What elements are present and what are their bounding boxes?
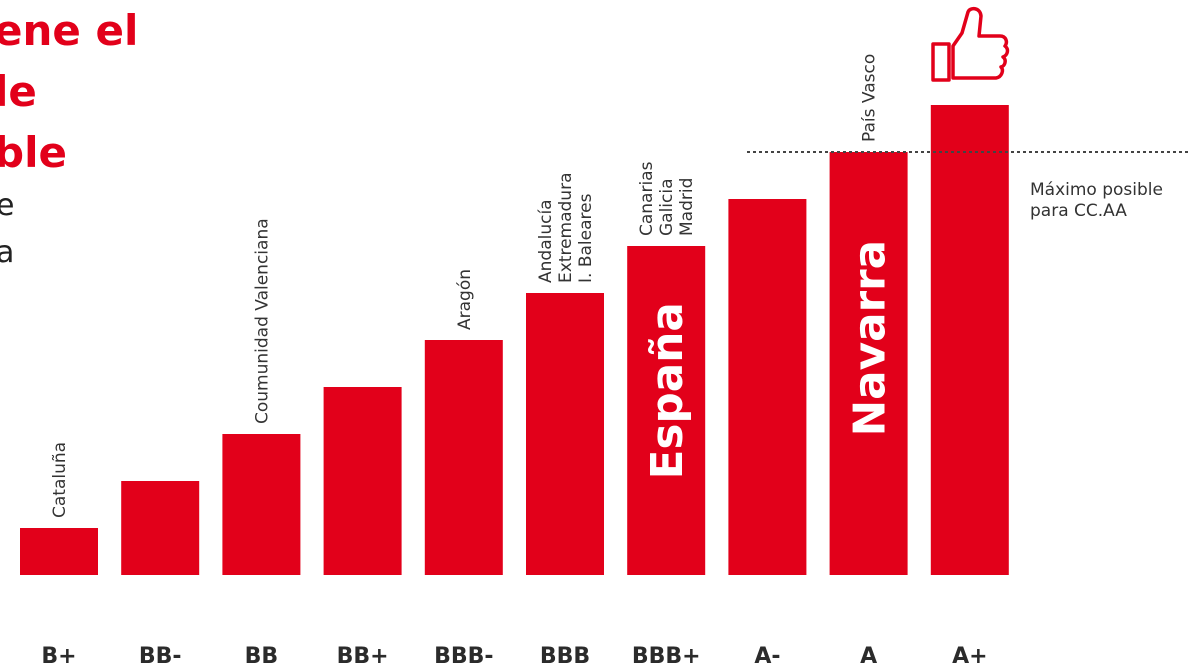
reference-line-label: para CC.AA [1030, 201, 1127, 221]
thumbs-up-icon [931, 6, 1010, 82]
bar-labels: Cataluña Coumunidad Valenciana Aragón Andal… [50, 54, 895, 518]
bar [222, 434, 301, 575]
region-label: I. Baleares [576, 193, 596, 283]
region-label: País Vasco [860, 54, 880, 142]
bar [526, 293, 604, 575]
in-bar-label: España [642, 302, 693, 479]
category-label: BB [245, 644, 279, 669]
category-label: BBB- [434, 644, 493, 669]
category-label: A- [754, 644, 780, 669]
region-label: Aragón [455, 269, 475, 330]
region-label: Andalucía [536, 199, 556, 283]
category-label: BB- [139, 644, 182, 669]
body-text: e a [0, 182, 14, 276]
headline: ene el le ble [0, 0, 138, 183]
region-label: Cataluña [50, 442, 70, 518]
reference-line-label: Máximo posible [1030, 180, 1163, 200]
bar [323, 387, 402, 575]
headline-line: ene el [0, 6, 139, 55]
region-label: Extremadura [556, 173, 576, 284]
bar [728, 199, 807, 575]
headline-line: ble [0, 128, 67, 177]
in-bar-label: Navarra [844, 240, 895, 437]
region-label: Canarias [637, 161, 657, 236]
category-label: B+ [41, 644, 76, 669]
bar [829, 152, 908, 575]
category-label: A [860, 644, 877, 669]
bar [930, 105, 1009, 575]
category-labels: B+ BB- BB BB+ BBB- BBB BBB+ A- A A+ [41, 644, 987, 669]
region-label: Galicia [657, 178, 677, 236]
region-label: Coumunidad Valenciana [252, 218, 272, 424]
bars [20, 105, 1009, 575]
body-text-line: e [0, 188, 15, 223]
bar [627, 246, 706, 575]
bar [424, 340, 503, 575]
headline-line: le [0, 67, 37, 116]
region-label: Madrid [677, 178, 697, 236]
category-label: BBB+ [632, 644, 701, 669]
category-label: A+ [952, 644, 987, 669]
category-label: BB+ [337, 644, 389, 669]
body-text-line: a [0, 235, 15, 270]
category-label: BBB [540, 644, 590, 669]
bar [20, 528, 98, 575]
bar [121, 481, 200, 575]
